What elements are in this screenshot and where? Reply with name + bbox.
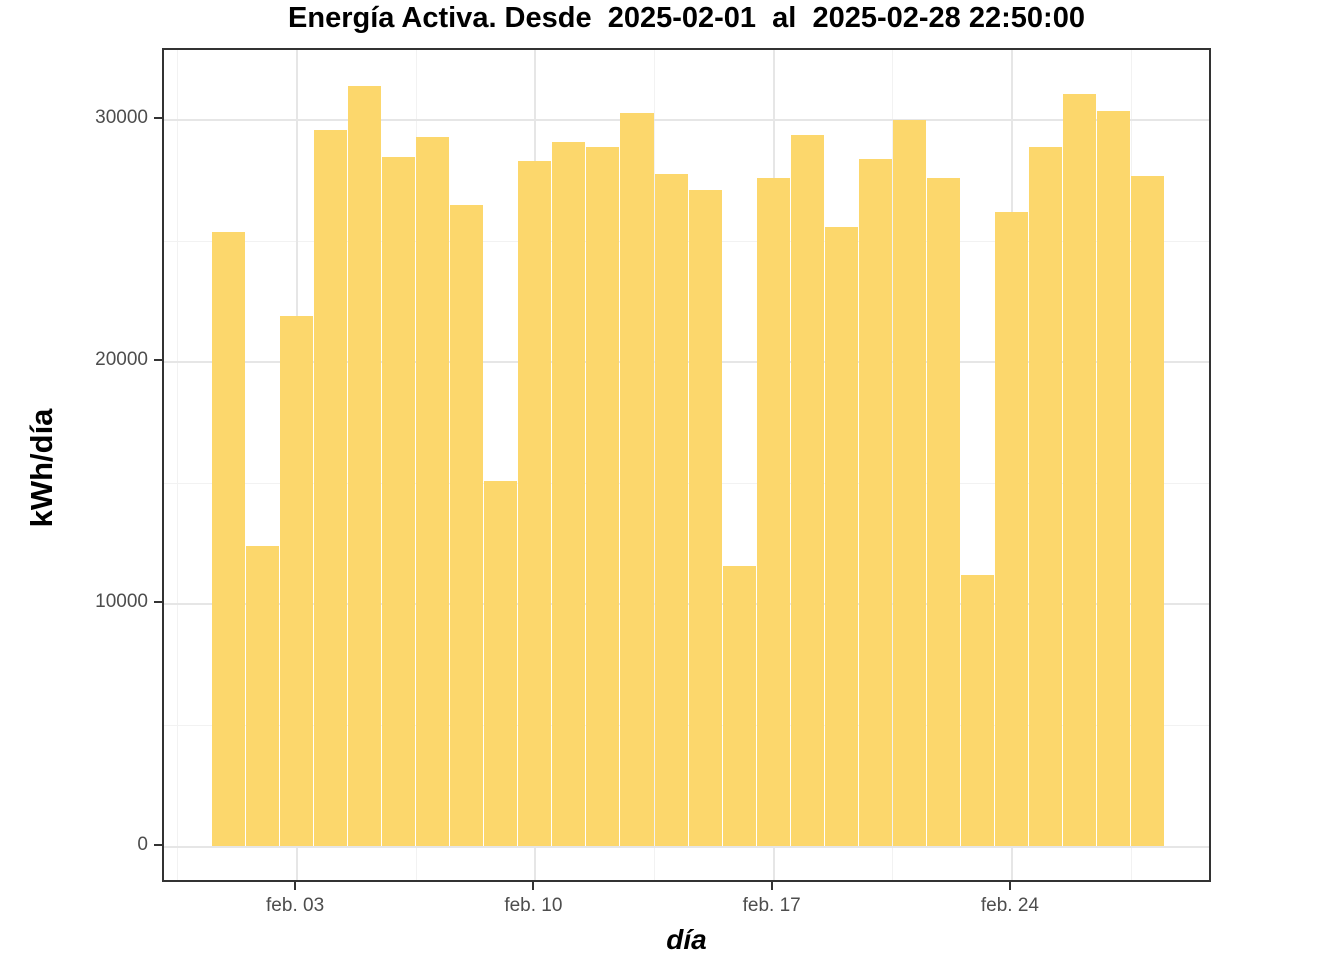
- bar-day-21: [892, 120, 926, 847]
- bar-day-23: [960, 575, 994, 847]
- bar-day-11: [552, 142, 586, 847]
- bar-day-13: [620, 113, 654, 847]
- bar-day-5: [348, 86, 382, 847]
- x-tick-label: feb. 24: [980, 895, 1039, 916]
- x-tick-label: feb. 17: [742, 895, 801, 916]
- bar-day-19: [824, 226, 858, 847]
- x-tick-mark: [770, 882, 773, 890]
- bar-day-14: [654, 173, 688, 847]
- bar-day-28: [1131, 175, 1165, 847]
- y-tick-mark: [154, 117, 162, 120]
- bar-day-7: [416, 137, 450, 847]
- y-axis-title: kWh/día: [24, 408, 59, 528]
- x-tick-label: feb. 10: [504, 895, 563, 916]
- bar-day-24: [994, 212, 1028, 847]
- bar-day-2: [246, 546, 280, 847]
- bar-day-18: [790, 134, 824, 847]
- bar-day-27: [1097, 110, 1131, 847]
- bar-day-26: [1063, 93, 1097, 847]
- bar-day-3: [280, 316, 314, 847]
- bar-day-1: [212, 231, 246, 847]
- y-tick-label: 20000: [95, 349, 148, 371]
- bar-day-22: [926, 178, 960, 847]
- bar-day-8: [450, 205, 484, 847]
- bar-day-12: [586, 146, 620, 847]
- bar-day-16: [722, 565, 756, 847]
- bar-day-15: [688, 190, 722, 847]
- plot-panel: [162, 48, 1211, 882]
- chart-title: Energía Activa. Desde 2025-02-01 al 2025…: [288, 2, 1085, 34]
- y-tick-label: 30000: [95, 107, 148, 129]
- bar-day-25: [1028, 146, 1062, 847]
- x-tick-mark: [532, 882, 535, 890]
- bar-day-9: [484, 480, 518, 847]
- bar-day-20: [858, 159, 892, 847]
- y-tick-mark: [154, 601, 162, 604]
- major-gridline-y: [164, 119, 1209, 122]
- minor-gridline-x: [177, 50, 179, 880]
- x-tick-label: feb. 03: [266, 895, 325, 916]
- y-tick-label: 0: [137, 833, 148, 855]
- bar-day-4: [314, 129, 348, 847]
- y-tick-label: 10000: [95, 591, 148, 613]
- bar-day-6: [382, 156, 416, 847]
- major-gridline-y: [164, 845, 1209, 848]
- y-tick-mark: [154, 359, 162, 362]
- y-tick-mark: [154, 843, 162, 846]
- x-tick-mark: [1008, 882, 1011, 890]
- bar-day-10: [518, 161, 552, 847]
- bar-day-17: [756, 178, 790, 847]
- x-tick-mark: [294, 882, 297, 890]
- x-axis-title: día: [666, 924, 707, 955]
